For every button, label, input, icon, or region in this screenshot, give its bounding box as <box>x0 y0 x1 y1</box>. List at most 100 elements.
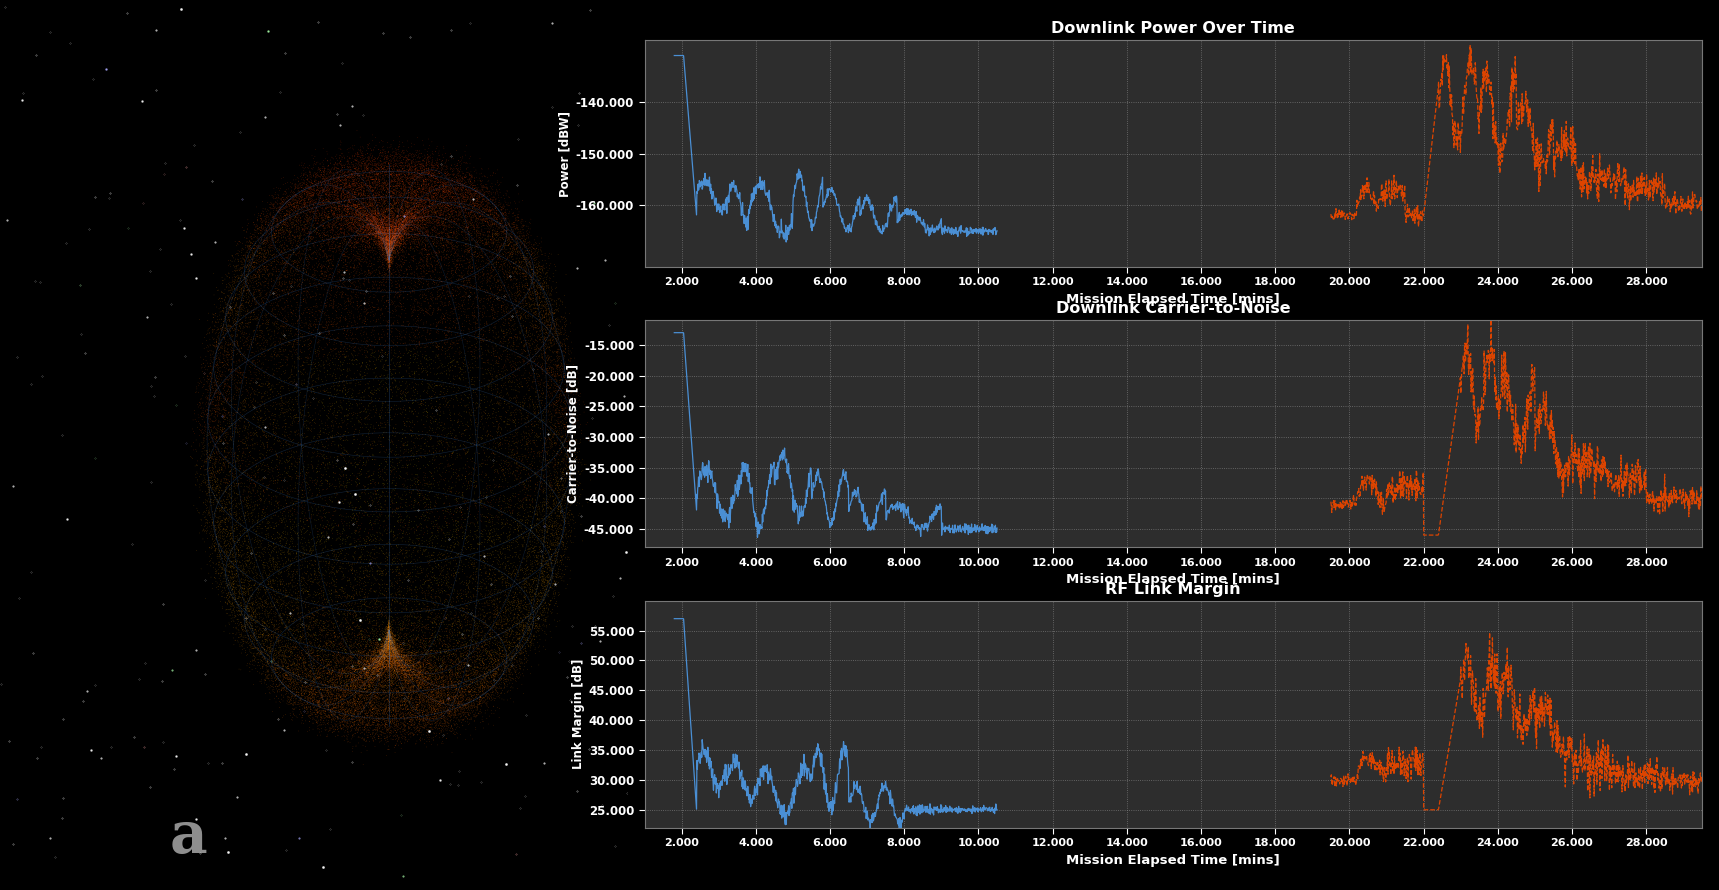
Point <box>316 684 344 699</box>
Point <box>433 611 461 625</box>
Point <box>227 299 254 313</box>
Point <box>378 245 406 259</box>
Point <box>411 420 438 434</box>
Point <box>383 179 411 193</box>
Point <box>426 669 454 684</box>
Point <box>211 558 239 572</box>
Point <box>260 569 287 583</box>
Point <box>413 707 440 721</box>
Point <box>461 438 488 452</box>
Point <box>473 637 500 651</box>
Point <box>509 639 536 653</box>
Point <box>492 206 519 220</box>
Point <box>241 231 268 245</box>
Point <box>373 235 401 249</box>
Point <box>347 704 375 718</box>
Point <box>186 312 213 327</box>
Point <box>291 633 318 647</box>
Point <box>490 673 517 687</box>
Point <box>201 473 229 488</box>
Point <box>321 201 349 215</box>
Point <box>541 436 569 450</box>
Point <box>474 570 502 584</box>
Point <box>382 232 409 247</box>
Point <box>263 310 291 324</box>
Point <box>260 199 287 214</box>
Point <box>354 417 382 432</box>
Point <box>340 212 368 226</box>
Point <box>201 538 229 553</box>
Point <box>363 506 390 520</box>
Point <box>316 665 344 679</box>
Point <box>359 661 387 676</box>
Point <box>454 327 481 341</box>
Point <box>406 666 433 680</box>
Point <box>223 486 251 500</box>
Point <box>505 225 533 239</box>
Point <box>419 694 447 708</box>
Point <box>366 658 394 672</box>
Point <box>364 679 392 693</box>
Point <box>364 224 392 239</box>
Point <box>330 702 358 716</box>
Point <box>278 344 306 359</box>
Point <box>385 701 413 716</box>
Point <box>395 233 423 247</box>
Point <box>236 457 263 472</box>
Point <box>387 621 414 635</box>
Point <box>543 559 571 573</box>
Point <box>361 716 388 730</box>
Point <box>211 433 239 448</box>
Point <box>547 359 574 373</box>
Point <box>318 430 346 444</box>
Point <box>361 215 388 230</box>
Point <box>347 142 375 157</box>
Point <box>407 673 435 687</box>
Point <box>358 674 385 688</box>
Point <box>320 297 347 311</box>
Point <box>481 227 509 241</box>
Point <box>370 655 397 669</box>
Point <box>376 691 404 705</box>
Point <box>438 196 466 210</box>
Point <box>552 432 579 446</box>
Point <box>512 570 540 585</box>
Point <box>440 197 468 211</box>
Point <box>375 626 402 640</box>
Point <box>296 184 323 198</box>
Point <box>378 724 406 738</box>
Point <box>555 506 583 520</box>
Point <box>382 237 409 251</box>
Point <box>409 678 437 692</box>
Point <box>438 213 466 227</box>
Point <box>444 665 471 679</box>
Point <box>468 174 495 189</box>
Point <box>278 471 306 485</box>
Point <box>375 430 402 444</box>
Point <box>351 201 378 215</box>
Point <box>320 573 347 587</box>
Point <box>535 575 562 589</box>
Point <box>297 668 325 683</box>
Point <box>289 316 316 330</box>
Point <box>325 379 352 393</box>
Point <box>248 224 275 239</box>
Point <box>351 266 378 280</box>
Point <box>316 658 344 672</box>
Point <box>371 652 399 667</box>
Point <box>509 563 536 578</box>
Point <box>450 665 478 679</box>
Point <box>344 196 371 210</box>
Point <box>330 611 358 625</box>
Point <box>380 290 407 304</box>
Point <box>437 235 464 249</box>
Point <box>440 372 468 386</box>
Point <box>203 376 230 390</box>
Point <box>356 700 383 714</box>
Point <box>387 635 414 650</box>
Point <box>523 236 550 250</box>
Point <box>404 699 431 713</box>
Point <box>376 651 404 665</box>
Point <box>387 659 414 673</box>
Point <box>234 493 261 507</box>
